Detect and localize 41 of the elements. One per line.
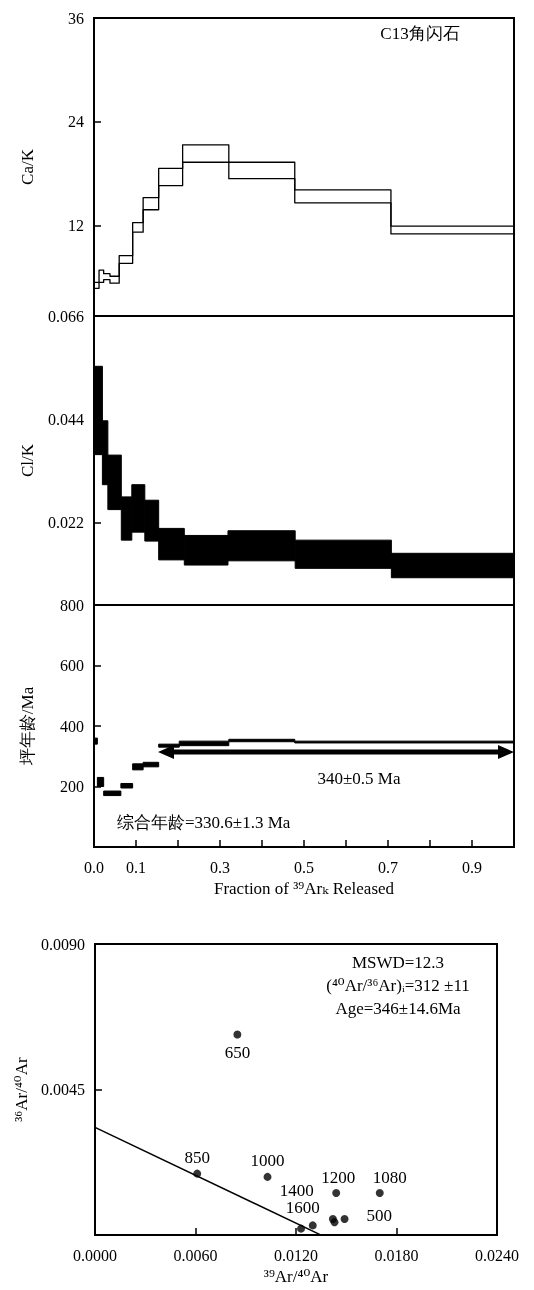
y-tick-label: 0.066 bbox=[48, 307, 84, 325]
y-axis-title: Cl/K bbox=[18, 443, 37, 478]
y-tick-label: 800 bbox=[60, 596, 84, 614]
x-tick-label: 0.0120 bbox=[274, 1246, 318, 1264]
x-axis-title: Fraction of ³⁹Arₖ Released bbox=[213, 878, 395, 898]
annotation: MSWD=12.3 bbox=[351, 952, 445, 972]
y-tick-label: 600 bbox=[60, 657, 84, 674]
x-tick-label: 0.0000 bbox=[73, 1246, 117, 1264]
annotation: C13角闪石 bbox=[380, 23, 460, 43]
y-axis-title: Ca/K bbox=[18, 148, 37, 185]
y-tick-label: 0.0045 bbox=[41, 1081, 85, 1099]
y-tick-label: 24 bbox=[68, 113, 84, 131]
y-axis-title: 坪年龄/Ma bbox=[18, 686, 37, 767]
x-tick-label: 0.7 bbox=[378, 858, 398, 876]
annotation: Age=346±14.6Ma bbox=[335, 998, 462, 1018]
y-tick-label: 0.022 bbox=[48, 514, 84, 532]
annotation: 1200 bbox=[321, 1167, 356, 1187]
y-tick-label: 0.0090 bbox=[41, 935, 85, 953]
x-tick-label: 0.1 bbox=[126, 858, 146, 876]
x-tick-label: 0.3 bbox=[210, 858, 230, 876]
annotation: (⁴⁰Ar/³⁶Ar)ᵢ=312 ±11 bbox=[326, 975, 470, 995]
y-tick-label: 400 bbox=[60, 717, 84, 735]
x-tick-label: 0.0060 bbox=[173, 1246, 218, 1264]
annotation: 综合年龄=330.6±1.3 Ma bbox=[117, 812, 291, 832]
annotation: 1080 bbox=[372, 1167, 407, 1187]
annotation: 850 bbox=[184, 1148, 210, 1168]
x-tick-label: 0.9 bbox=[462, 858, 482, 876]
annotation: 500 bbox=[366, 1206, 393, 1226]
y-tick-label: 200 bbox=[60, 778, 84, 795]
annotation: 1000 bbox=[250, 1151, 285, 1171]
x-tick-label: 0.0240 bbox=[475, 1246, 519, 1264]
x-tick-label: 0.0180 bbox=[374, 1246, 419, 1264]
y-axis-title: ³⁶Ar/⁴⁰Ar bbox=[12, 1057, 32, 1122]
y-tick-label: 12 bbox=[68, 216, 84, 234]
annotation: 650 bbox=[224, 1043, 251, 1063]
y-tick-label: 0.044 bbox=[48, 410, 84, 428]
x-axis-title: ³⁹Ar/⁴⁰Ar bbox=[263, 1267, 329, 1286]
x-tick-label: 0.0 bbox=[84, 858, 104, 876]
annotation: 340±0.5 Ma bbox=[317, 768, 401, 788]
y-tick-label: 36 bbox=[68, 9, 84, 27]
x-tick-label: 0.5 bbox=[294, 858, 314, 876]
